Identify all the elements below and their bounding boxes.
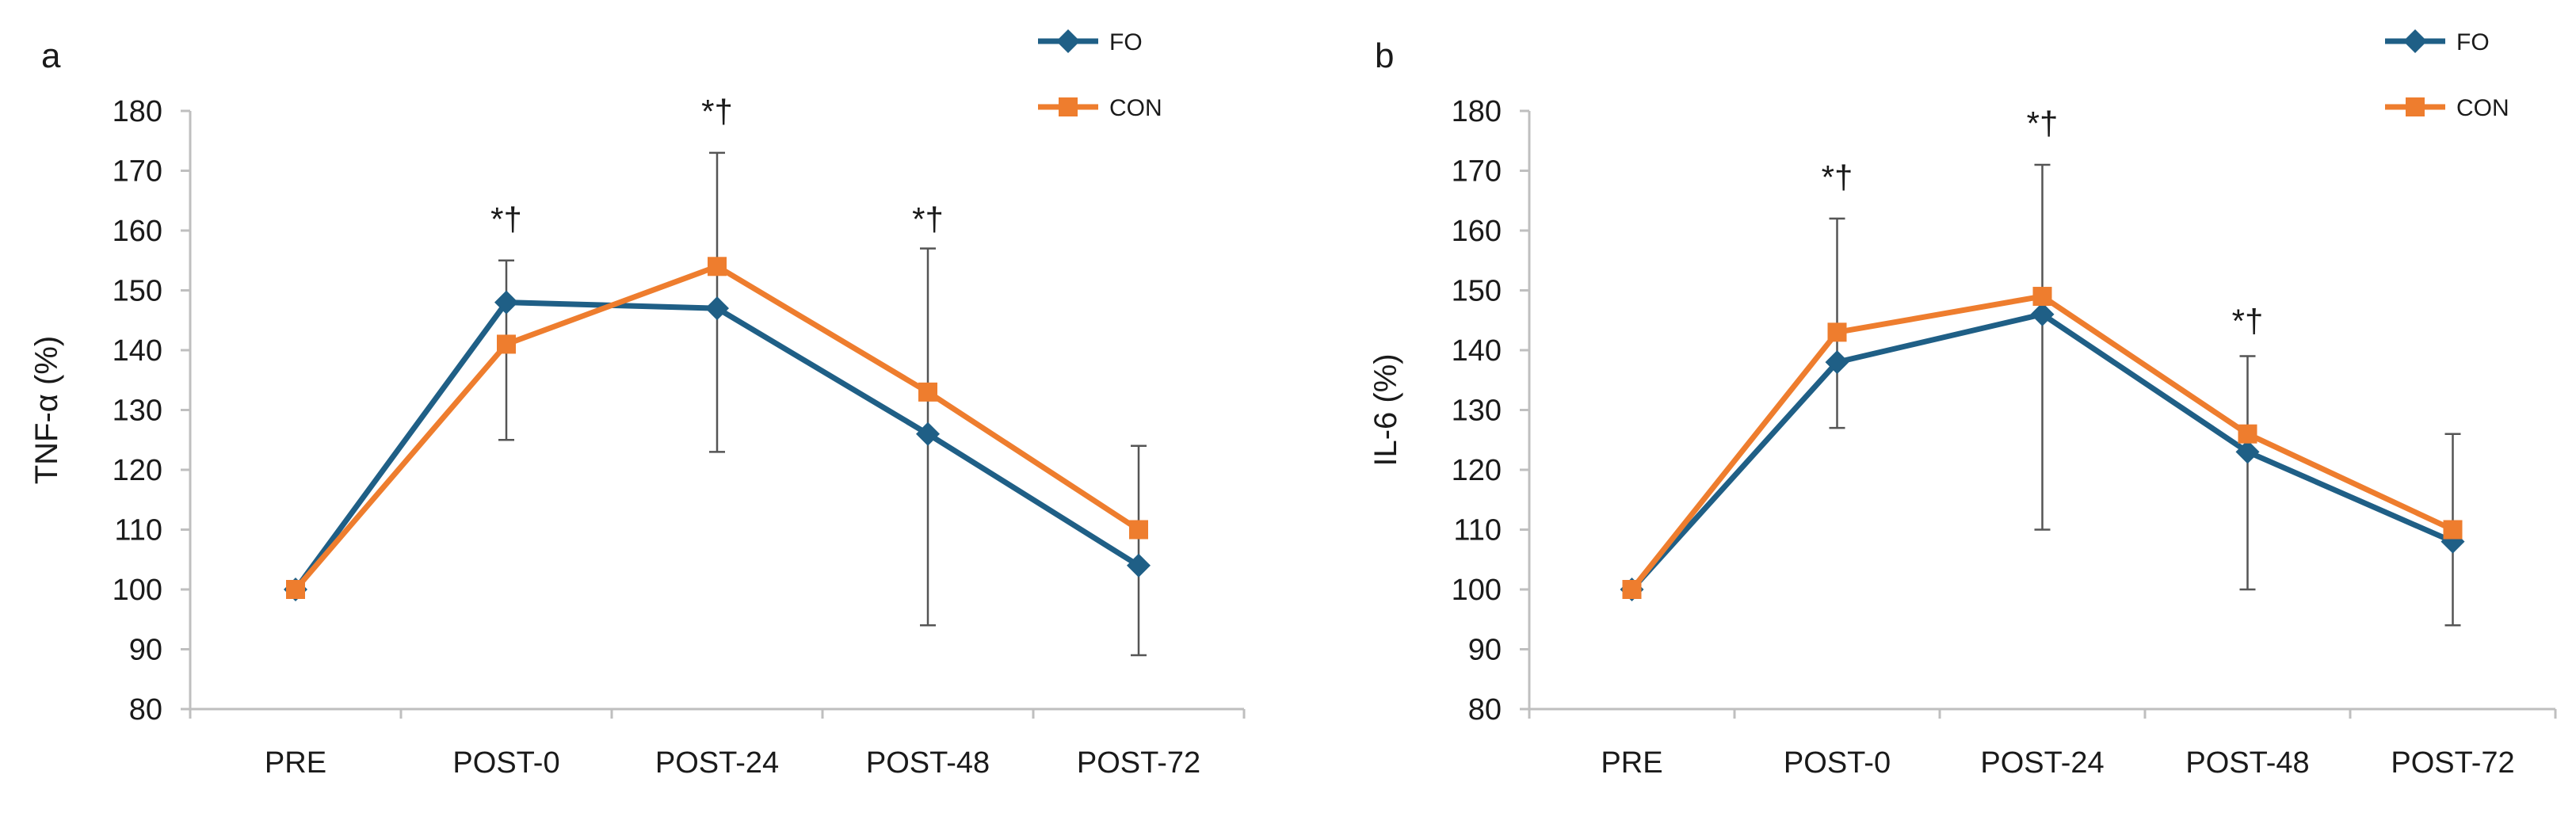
legend-marker-con	[1059, 97, 1078, 116]
x-tick-label: POST-72	[2391, 746, 2514, 780]
x-tick-label: POST-72	[1077, 746, 1200, 780]
legend-label-fo: FO	[1109, 29, 1143, 55]
significance-annotation: *†	[701, 93, 733, 130]
significance-annotation: *†	[2027, 105, 2059, 142]
y-tick-label: 100	[1452, 574, 1502, 607]
y-tick-label: 110	[1453, 514, 1502, 547]
panel-label: b	[1375, 36, 1394, 75]
y-tick-label: 180	[1452, 95, 1502, 128]
data-point-fo	[916, 421, 940, 446]
significance-annotation: *†	[2232, 302, 2264, 339]
x-tick-label: POST-48	[2185, 746, 2309, 780]
y-tick-label: 150	[113, 275, 162, 308]
data-point-fo	[1825, 350, 1849, 375]
significance-annotation: *†	[912, 200, 944, 238]
y-tick-label: 90	[129, 634, 162, 667]
x-tick-label: POST-24	[1980, 746, 2104, 780]
y-tick-label: 150	[1452, 275, 1502, 308]
y-tick-label: 130	[113, 395, 162, 428]
panel-label: a	[41, 36, 61, 75]
data-point-con	[918, 382, 937, 402]
y-tick-label: 80	[129, 693, 162, 727]
y-tick-label: 170	[113, 155, 162, 189]
data-point-fo	[2030, 302, 2055, 326]
significance-annotation: *†	[490, 200, 522, 238]
y-axis-title: TNF-α (%)	[29, 336, 64, 485]
y-tick-label: 110	[114, 514, 162, 547]
data-point-fo	[1127, 553, 1151, 578]
y-tick-label: 140	[113, 334, 162, 368]
data-point-fo	[494, 290, 518, 315]
x-tick-label: PRE	[1601, 746, 1662, 780]
y-tick-label: 140	[1452, 334, 1502, 368]
x-tick-label: PRE	[265, 746, 326, 780]
y-tick-label: 160	[1452, 215, 1502, 248]
data-point-con	[1622, 580, 1642, 599]
data-point-con	[2032, 287, 2052, 307]
y-tick-label: 130	[1452, 395, 1502, 428]
y-tick-label: 120	[113, 454, 162, 487]
y-tick-label: 90	[1468, 634, 1502, 667]
panel-b: b 80 90 100 110 120 130 140 150 160 170 180 PRE POST-…	[1368, 29, 2557, 780]
y-tick-label: 100	[113, 574, 162, 607]
data-point-con	[708, 257, 727, 277]
data-point-fo	[2235, 440, 2260, 464]
data-point-con	[1827, 322, 1847, 342]
y-tick-label: 80	[1468, 693, 1502, 727]
legend-label-con: CON	[1109, 95, 1162, 121]
x-tick-label: POST-0	[452, 746, 559, 780]
legend-marker-fo	[1056, 29, 1080, 53]
data-point-con	[2443, 520, 2463, 540]
legend-label-con: CON	[2456, 95, 2509, 121]
x-tick-label: POST-48	[866, 746, 990, 780]
y-axis-title: IL-6 (%)	[1368, 353, 1403, 466]
x-tick-label: POST-0	[1784, 746, 1891, 780]
y-tick-label: 120	[1452, 454, 1502, 487]
y-tick-label: 180	[113, 95, 162, 128]
panel-a: a 80 90 100 110 120 130 140 150 160 170 180 PRE POST-…	[29, 29, 1246, 780]
y-tick-label: 160	[113, 215, 162, 248]
x-tick-label: POST-24	[655, 746, 779, 780]
data-point-con	[497, 334, 516, 354]
significance-annotation: *†	[1822, 158, 1853, 196]
y-tick-label: 170	[1452, 155, 1502, 189]
data-point-con	[1129, 520, 1148, 540]
legend-marker-con	[2406, 97, 2425, 116]
data-point-con	[2238, 424, 2257, 444]
data-point-con	[286, 580, 305, 599]
legend-label-fo: FO	[2456, 29, 2490, 55]
data-point-fo	[705, 296, 729, 321]
legend-marker-fo	[2403, 29, 2427, 53]
